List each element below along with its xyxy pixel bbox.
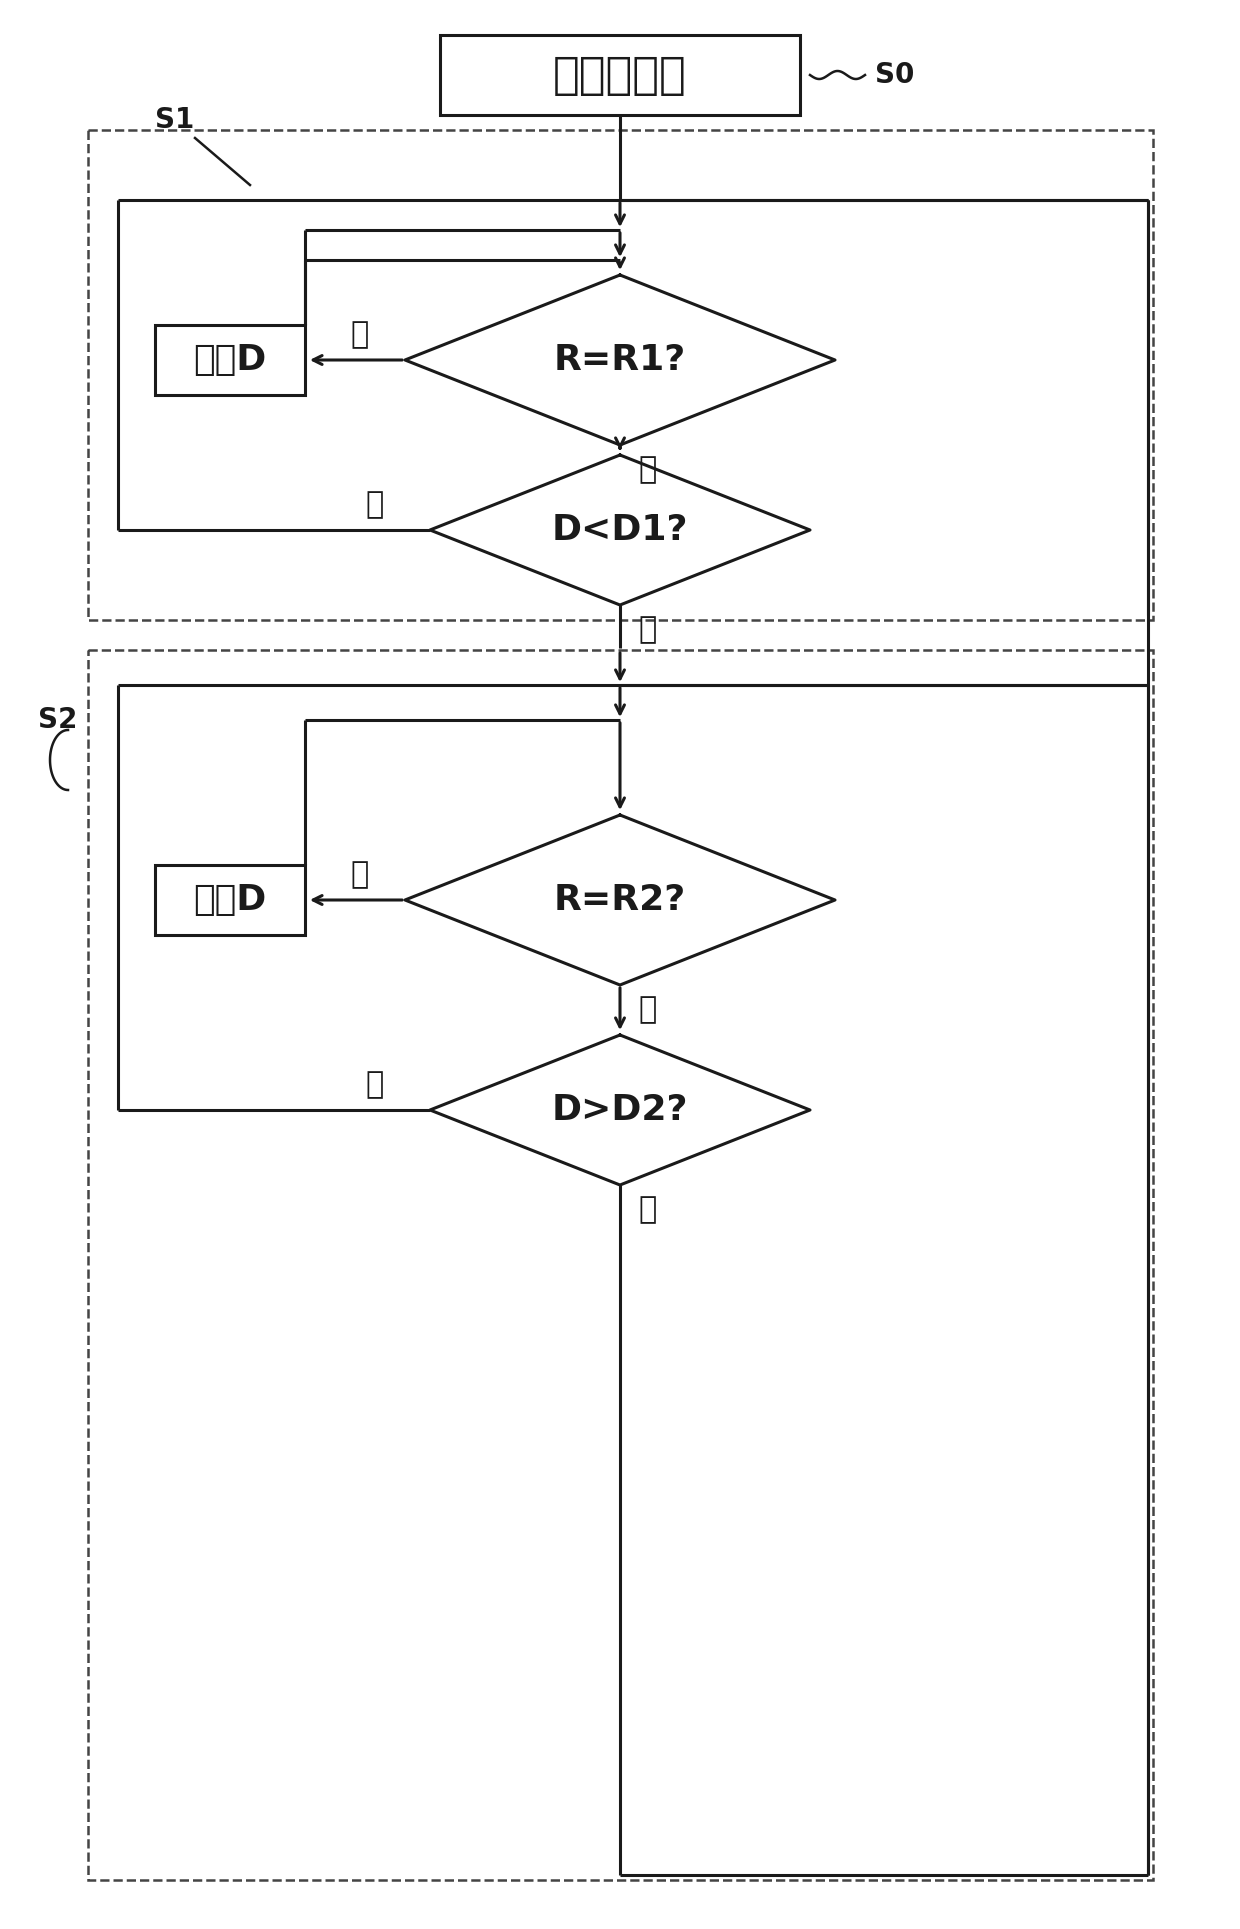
- Text: 调整D: 调整D: [193, 343, 267, 376]
- Text: R=R2?: R=R2?: [554, 883, 686, 916]
- Text: 否: 否: [351, 860, 370, 889]
- Text: 初始化步骤: 初始化步骤: [553, 54, 687, 96]
- Text: R=R1?: R=R1?: [554, 343, 686, 376]
- Bar: [155, 324, 305, 395]
- Text: D<D1?: D<D1?: [552, 513, 688, 548]
- Text: S0: S0: [875, 62, 915, 89]
- Text: 是: 是: [639, 995, 657, 1024]
- Text: S1: S1: [155, 106, 195, 133]
- Text: 否: 否: [366, 1071, 384, 1100]
- Bar: [88, 650, 1153, 1881]
- Text: 否: 否: [351, 320, 370, 349]
- Text: 是: 是: [639, 1196, 657, 1225]
- Bar: [440, 35, 800, 116]
- Text: D>D2?: D>D2?: [552, 1094, 688, 1127]
- Bar: [155, 864, 305, 936]
- Text: 调整D: 调整D: [193, 883, 267, 916]
- Text: 是: 是: [639, 455, 657, 484]
- Text: S2: S2: [38, 706, 78, 735]
- Text: 是: 是: [639, 615, 657, 644]
- Text: 否: 否: [366, 490, 384, 519]
- Bar: [88, 129, 1153, 619]
